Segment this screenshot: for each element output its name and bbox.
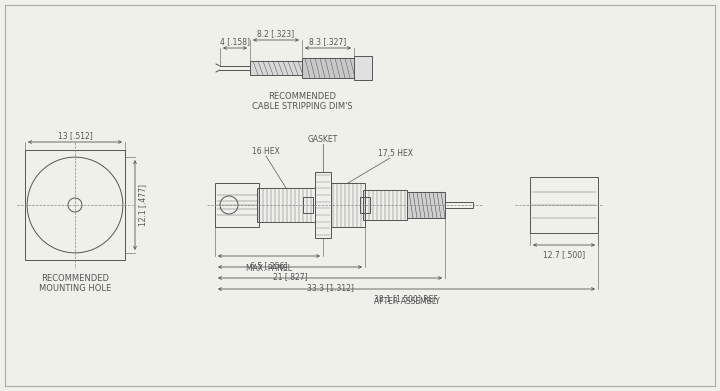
Text: 8.3 [.327]: 8.3 [.327] xyxy=(310,37,346,46)
Bar xyxy=(250,61,302,75)
Text: RECOMMENDED
CABLE STRIPPING DIM'S: RECOMMENDED CABLE STRIPPING DIM'S xyxy=(252,92,352,111)
Bar xyxy=(215,183,259,227)
Text: 17,5 HEX: 17,5 HEX xyxy=(377,149,413,158)
Bar xyxy=(445,202,473,208)
Text: 13 [.512]: 13 [.512] xyxy=(58,131,92,140)
Bar xyxy=(407,192,445,218)
Bar xyxy=(315,172,331,238)
Text: MAX. PANEL: MAX. PANEL xyxy=(246,264,292,273)
Text: 6.5 [.256]: 6.5 [.256] xyxy=(251,261,288,270)
Bar xyxy=(257,188,315,222)
Bar xyxy=(530,177,598,233)
Bar xyxy=(360,197,370,213)
Text: 33.3 [1.312]: 33.3 [1.312] xyxy=(307,283,354,292)
Text: RECOMMENDED
MOUNTING HOLE: RECOMMENDED MOUNTING HOLE xyxy=(39,274,111,293)
Text: GASKET: GASKET xyxy=(308,135,338,144)
Bar xyxy=(354,56,372,80)
Text: 21 [.827]: 21 [.827] xyxy=(273,272,307,281)
Bar xyxy=(302,58,354,78)
Text: 12.1 [.477]: 12.1 [.477] xyxy=(138,184,147,226)
Bar xyxy=(303,197,313,213)
Text: 38.1 [1.500] REF.: 38.1 [1.500] REF. xyxy=(374,294,439,303)
Bar xyxy=(331,183,365,227)
Text: AFTER ASSEMBLY: AFTER ASSEMBLY xyxy=(374,297,439,306)
Bar xyxy=(363,190,407,220)
Text: 8.2 [.323]: 8.2 [.323] xyxy=(258,29,294,38)
Text: 12.7 [.500]: 12.7 [.500] xyxy=(543,250,585,259)
Bar xyxy=(25,150,125,260)
Text: 16 HEX: 16 HEX xyxy=(252,147,280,156)
Text: 4 [.158]: 4 [.158] xyxy=(220,37,250,46)
